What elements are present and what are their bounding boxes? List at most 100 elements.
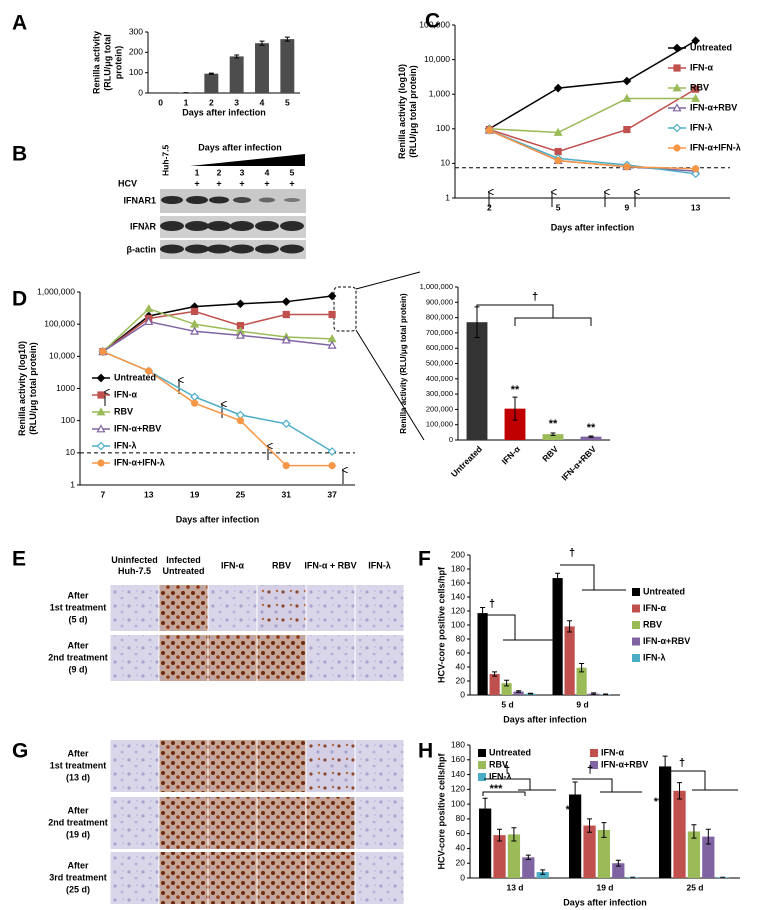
annotation: † bbox=[569, 547, 575, 559]
micrograph bbox=[257, 852, 306, 904]
marker bbox=[190, 326, 200, 335]
error-bar bbox=[591, 692, 597, 695]
error-bar bbox=[482, 797, 488, 820]
y-tick-label: 200 bbox=[451, 549, 465, 559]
bar bbox=[504, 408, 526, 440]
micrograph bbox=[306, 797, 355, 849]
panel-letter: B bbox=[12, 143, 27, 166]
bar bbox=[612, 863, 625, 878]
bar bbox=[493, 835, 506, 878]
y-tick-label: 100 bbox=[61, 415, 75, 425]
micrograph bbox=[208, 740, 257, 792]
marker bbox=[96, 424, 106, 433]
marker bbox=[327, 291, 337, 301]
y-tick-label: 180 bbox=[451, 563, 465, 573]
hcv-mark: + bbox=[239, 178, 244, 188]
lane-label: 3 bbox=[240, 167, 245, 177]
micrograph bbox=[110, 635, 159, 681]
bar bbox=[597, 829, 611, 878]
bands bbox=[160, 196, 304, 254]
legend-swatch bbox=[478, 749, 486, 757]
panel-letter: A bbox=[12, 12, 27, 35]
marker bbox=[281, 419, 291, 429]
micrograph bbox=[110, 852, 159, 904]
y-axis-title: Renilla activity (log10) bbox=[17, 341, 27, 436]
x-tick-label: 3 bbox=[234, 97, 239, 107]
y-tick-label: 40 bbox=[456, 661, 466, 671]
bar bbox=[569, 794, 582, 878]
bar bbox=[702, 836, 715, 878]
blot-strip bbox=[160, 189, 306, 213]
column-header: Untreated bbox=[162, 566, 204, 576]
hcv-mark: + bbox=[194, 178, 199, 188]
column-header: IFN-α bbox=[221, 560, 244, 570]
y-tick-label: 60 bbox=[456, 647, 466, 657]
y-tick-label: 10 bbox=[66, 447, 76, 457]
bar bbox=[522, 857, 535, 878]
bracket bbox=[484, 778, 556, 791]
bar bbox=[489, 674, 500, 695]
y-tick-label: 180 bbox=[451, 739, 465, 749]
bar bbox=[552, 578, 563, 695]
x-axis-title: Days after infection bbox=[503, 714, 587, 724]
y-tick-label: 160 bbox=[451, 577, 465, 587]
micrograph bbox=[159, 585, 208, 631]
marker bbox=[328, 462, 336, 470]
error-bar bbox=[691, 824, 697, 839]
bar bbox=[501, 683, 512, 695]
column-header: Infected bbox=[166, 555, 201, 565]
annotation: † bbox=[504, 764, 510, 776]
micrograph bbox=[110, 797, 159, 849]
y-tick-label: 300,000 bbox=[426, 389, 453, 398]
legend-label: IFN-α bbox=[601, 747, 624, 757]
row-label: 3rd treatment bbox=[49, 872, 107, 882]
annotation: † bbox=[587, 764, 593, 776]
micrograph bbox=[306, 740, 355, 792]
marker bbox=[144, 304, 154, 313]
y-tick-label: 1,000,000 bbox=[37, 286, 75, 296]
micrograph bbox=[355, 635, 404, 681]
bar bbox=[466, 322, 488, 440]
marker bbox=[692, 85, 700, 93]
legend-label: IFN-α bbox=[690, 62, 713, 72]
marker bbox=[145, 367, 153, 375]
y-tick-label: 0 bbox=[138, 87, 143, 97]
y-tick-label: 0 bbox=[460, 872, 465, 882]
micrograph bbox=[257, 585, 306, 631]
marker bbox=[672, 123, 682, 133]
blot-header: Days after infection bbox=[198, 142, 282, 152]
legend-swatch bbox=[632, 637, 640, 646]
row-label: (25 d) bbox=[66, 884, 90, 894]
panel-letter: F bbox=[418, 548, 431, 571]
annotation: *** bbox=[566, 804, 580, 816]
marker bbox=[99, 348, 107, 356]
column-header: Huh-7.5 bbox=[118, 566, 151, 576]
error-bar bbox=[662, 755, 668, 778]
y-tick-label: 700,000 bbox=[426, 328, 453, 337]
marker bbox=[485, 126, 493, 134]
x-tick-label: 25 bbox=[236, 489, 246, 499]
micrograph bbox=[110, 740, 159, 792]
x-tick-label: IFN-α+RBV bbox=[559, 444, 598, 483]
lane-label: 4 bbox=[265, 167, 270, 177]
y-tick-label: 200,000 bbox=[426, 404, 453, 413]
legend-label: IFN-α+RBV bbox=[601, 759, 648, 769]
error-bar bbox=[284, 36, 290, 42]
legend-label: RBV bbox=[690, 82, 709, 92]
error-bar bbox=[550, 432, 556, 436]
legend-label: Untreated bbox=[690, 42, 732, 52]
bar bbox=[673, 790, 686, 878]
marker bbox=[672, 103, 682, 112]
x-tick-label: 9 d bbox=[576, 699, 588, 709]
y-tick-label: 100,000 bbox=[426, 420, 453, 429]
legend-label: IFN-λ bbox=[643, 652, 666, 662]
legend-swatch bbox=[590, 761, 598, 769]
x-tick-label: 37 bbox=[327, 489, 337, 499]
row-label: After bbox=[67, 640, 88, 650]
legend-label: IFN-α bbox=[114, 389, 137, 399]
y-tick-label: 120 bbox=[451, 784, 465, 794]
micrograph bbox=[159, 797, 208, 849]
legend-label: IFN-α bbox=[643, 603, 666, 613]
error-bar bbox=[511, 827, 517, 842]
